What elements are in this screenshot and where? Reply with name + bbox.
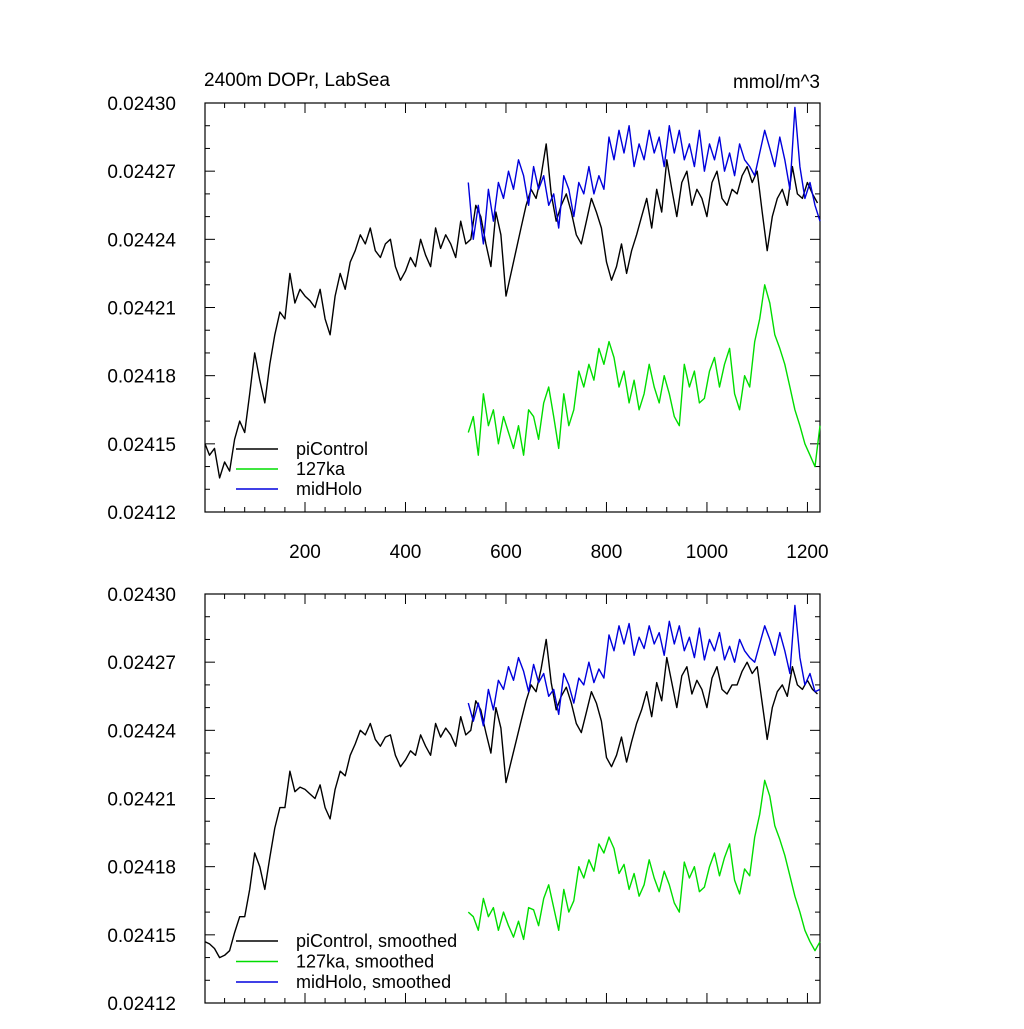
y-tick-label: 0.02427 xyxy=(107,653,176,674)
y-tick-label: 0.02412 xyxy=(107,994,176,1015)
y-tick-label: 0.02424 xyxy=(107,721,176,742)
y-tick-label: 0.02430 xyxy=(107,94,176,115)
top-panel: 200 400 600 800 1000 1200 0.02412 0.02415 0.0241… xyxy=(107,94,828,563)
legend-label: piControl, smoothed xyxy=(296,931,457,951)
units-label: mmol/m^3 xyxy=(733,72,820,93)
legend-label: piControl xyxy=(296,439,368,459)
series-line-picontrol xyxy=(204,143,819,479)
legend-label: 127ka xyxy=(296,459,346,479)
x-tick-label: 1000 xyxy=(686,542,728,563)
y-tick-label: 0.02430 xyxy=(107,585,176,606)
chart-title: 2400m DOPr, LabSea xyxy=(204,70,390,91)
y-tick-label: 0.02412 xyxy=(107,503,176,524)
legend-label: midHolo xyxy=(296,479,362,499)
x-tick-label: 400 xyxy=(390,542,422,563)
series-line-midholo xyxy=(467,106,821,245)
series-line-127ka xyxy=(467,284,821,468)
series-line-picontrol-smoothed xyxy=(204,638,818,959)
y-tick-label: 0.02418 xyxy=(107,858,176,879)
bottom-panel: 0.02412 0.02415 0.02418 0.02421 0.02424 0.024… xyxy=(107,585,821,1015)
y-tick-label: 0.02415 xyxy=(107,435,176,456)
y-tick-label: 0.02415 xyxy=(107,926,176,947)
y-tick-label: 0.02421 xyxy=(107,790,176,811)
y-tick-label: 0.02418 xyxy=(107,367,176,388)
x-tick-label: 1200 xyxy=(786,542,828,563)
x-tick-label: 800 xyxy=(591,542,623,563)
y-tick-label: 0.02421 xyxy=(107,299,176,320)
series-line-midholo-smoothed xyxy=(467,604,821,727)
legend-label: 127ka, smoothed xyxy=(296,952,434,972)
legend-label: midHolo, smoothed xyxy=(296,972,451,992)
x-tick-label: 200 xyxy=(289,542,321,563)
y-tick-label: 0.02427 xyxy=(107,162,176,183)
series-line-127ka-smoothed xyxy=(467,779,821,952)
y-tick-label: 0.02424 xyxy=(107,230,176,251)
x-tick-label: 600 xyxy=(490,542,522,563)
